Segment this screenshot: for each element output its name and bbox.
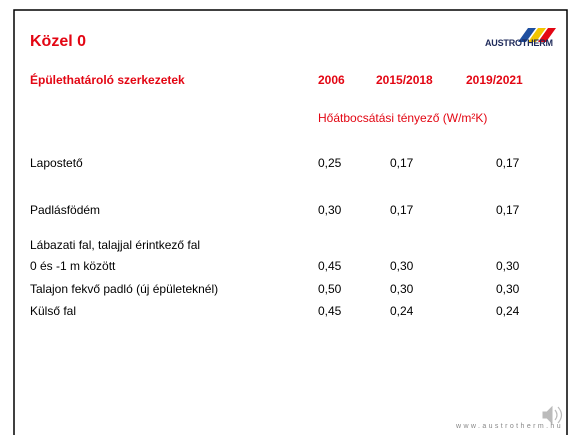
cell-value: 0,25 (318, 156, 342, 170)
column-header: 2019/2021 (466, 73, 523, 87)
cell-value: 0,30 (390, 259, 414, 273)
title: Közel 0 (30, 33, 87, 50)
column-header: 2015/2018 (376, 73, 433, 87)
column-header: 2006 (318, 73, 345, 87)
cell-value: 0,30 (496, 282, 520, 296)
cell-value: 0,24 (496, 304, 520, 318)
cell-value: 0,17 (496, 203, 520, 217)
logo-stripes (518, 28, 556, 42)
footer-url: www.austrotherm.hu (456, 423, 564, 430)
cell-value: 0,45 (318, 304, 342, 318)
cell-value: 0,17 (496, 156, 520, 170)
column-header: Épülethatároló szerkezetek (30, 73, 185, 87)
cell-value: 0,17 (390, 156, 414, 170)
row-label: Talajon fekvő padló (új épületeknél) (30, 282, 219, 296)
row-label: Lábazati fal, talajjal érintkező fal (30, 238, 201, 252)
cell-value: 0,17 (390, 203, 414, 217)
cell-value: 0,24 (390, 304, 414, 318)
cell-value: 0,30 (496, 259, 520, 273)
row-label: Lapostető (30, 156, 83, 170)
row-label: Padlásfödém (30, 203, 101, 217)
cell-value: 0,30 (318, 203, 342, 217)
cell-value: 0,50 (318, 282, 342, 296)
cell-value: 0,30 (390, 282, 414, 296)
row-label: 0 és -1 m között (30, 259, 116, 273)
border (13, 9, 568, 435)
row-label: Külső fal (30, 304, 77, 318)
cell-value: 0,45 (318, 259, 342, 273)
speaker-icon (542, 405, 563, 425)
unit-label: Hőátbocsátási tényező (W/m²K) (318, 111, 488, 125)
logo-text: AUSTROTHERM (485, 38, 553, 48)
